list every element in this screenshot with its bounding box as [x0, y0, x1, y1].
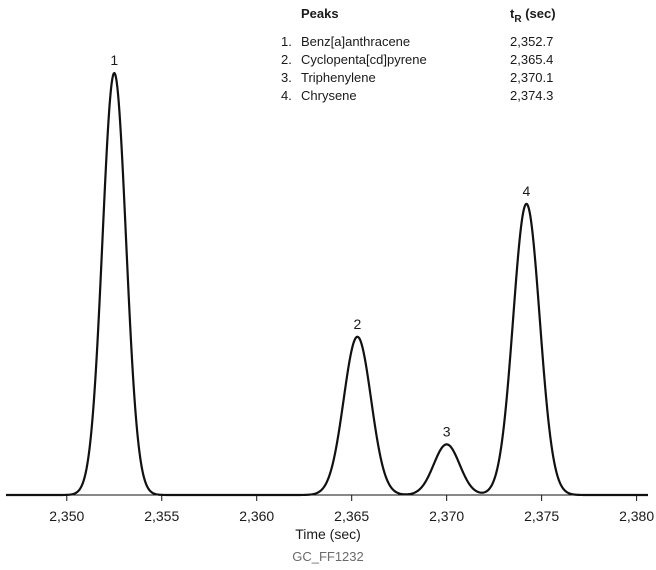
x-tick-label: 2,380 [619, 508, 654, 524]
legend-entry-name: Chrysene [301, 88, 357, 103]
x-tick-label: 2,375 [524, 508, 559, 524]
legend-entry-time: 2,365.4 [510, 52, 553, 67]
legend-entry-index: 4. [281, 88, 292, 103]
peak-label: 2 [353, 316, 361, 332]
x-tick-label: 2,370 [429, 508, 464, 524]
x-tick-label: 2,360 [239, 508, 274, 524]
peaks-legend: Peaks tR (sec) 1. Benz[a]anthracene 2,352.… [281, 6, 556, 103]
legend-entry-name: Triphenylene [301, 70, 376, 85]
retention-time-unit: (sec) [522, 6, 556, 21]
peak-labels: 1 2 3 4 [110, 52, 530, 439]
legend-entry-name: Cyclopenta[cd]pyrene [301, 52, 427, 67]
x-axis-title: Time (sec) [295, 526, 361, 542]
legend-entry-index: 2. [281, 52, 292, 67]
legend-entry-time: 2,352.7 [510, 34, 553, 49]
x-tick-label: 2,355 [144, 508, 179, 524]
x-tick-label: 2,365 [334, 508, 369, 524]
legend-rows: 1. Benz[a]anthracene 2,352.7 2. Cyclopenta[c… [281, 34, 553, 103]
chromatogram-trace [5, 71, 649, 497]
legend-header-peaks: Peaks [301, 6, 339, 21]
x-ticks: 2,350 2,355 2,360 2,365 2,370 2,375 2,380 [49, 495, 654, 524]
peak-label: 1 [110, 52, 118, 68]
legend-entry-time: 2,374.3 [510, 88, 553, 103]
retention-time-subscript: R [514, 14, 522, 25]
legend-entry-time: 2,370.1 [510, 70, 553, 85]
figure-id: GC_FF1232 [292, 549, 364, 564]
legend-entry-index: 3. [281, 70, 292, 85]
legend-header-retention-time: tR (sec) [510, 6, 556, 25]
x-tick-label: 2,350 [49, 508, 84, 524]
peak-label: 3 [443, 423, 451, 439]
retention-time-symbol: t [510, 6, 515, 21]
peak-label: 4 [523, 183, 531, 199]
legend-entry-name: Benz[a]anthracene [301, 34, 410, 49]
legend-entry-index: 1. [281, 34, 292, 49]
